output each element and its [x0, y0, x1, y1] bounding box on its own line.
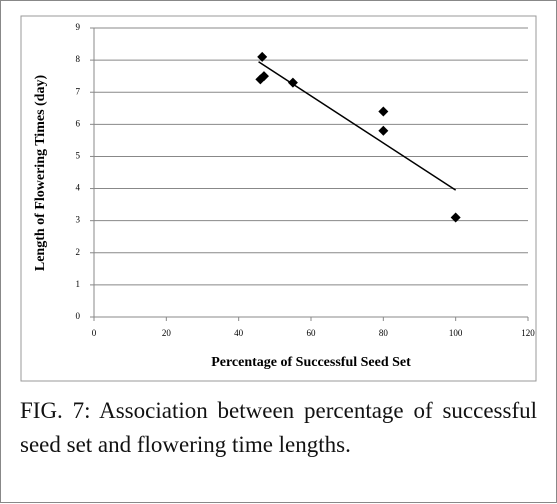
- y-tick-label: 5: [76, 151, 81, 161]
- data-point: [450, 212, 461, 223]
- x-axis-title: Percentage of Successful Seed Set: [211, 355, 411, 370]
- data-point: [287, 77, 298, 88]
- y-tick-label: 4: [76, 183, 81, 193]
- y-tick-label: 0: [76, 311, 81, 321]
- y-tick-label: 8: [76, 54, 81, 64]
- y-tick-label: 3: [76, 215, 81, 225]
- chart-frame: [20, 15, 537, 382]
- y-axis-title: Length of Flowering Times (day): [33, 75, 48, 272]
- x-tick-label: 120: [521, 328, 535, 338]
- y-tick-label: 9: [76, 22, 81, 32]
- y-tick-label: 7: [76, 86, 81, 96]
- data-point: [257, 51, 268, 62]
- x-tick-label: 100: [449, 328, 463, 338]
- x-tick-label: 60: [307, 328, 317, 338]
- x-tick-label: 20: [162, 328, 172, 338]
- y-tick-label: 6: [76, 118, 81, 128]
- y-tick-label: 2: [76, 247, 81, 257]
- x-tick-label: 80: [379, 328, 389, 338]
- data-point: [258, 71, 269, 82]
- caption: FIG. 7: Association between percentage o…: [20, 398, 537, 457]
- x-tick-label: 0: [92, 328, 97, 338]
- x-tick-label: 40: [234, 328, 244, 338]
- y-tick-label: 1: [76, 279, 81, 289]
- data-point: [378, 106, 389, 117]
- data-point: [378, 125, 389, 136]
